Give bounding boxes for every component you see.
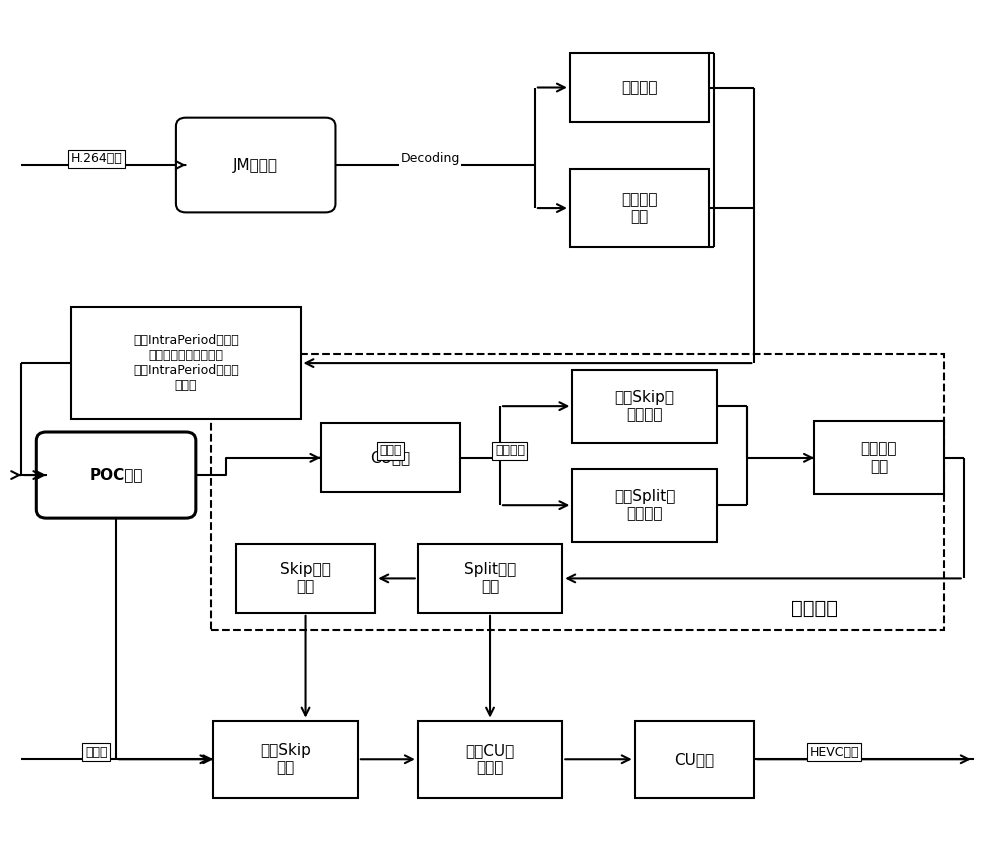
FancyBboxPatch shape <box>36 432 196 518</box>
Bar <box>236 544 375 613</box>
Bar <box>320 423 460 492</box>
Text: HEVC码流: HEVC码流 <box>809 746 859 759</box>
Bar <box>635 721 754 798</box>
Text: CU编码: CU编码 <box>674 752 715 766</box>
Text: 构建Skip训
练样本集: 构建Skip训 练样本集 <box>615 390 675 422</box>
Text: Skip阈值
计算: Skip阈值 计算 <box>280 562 331 594</box>
Text: 码流信息: 码流信息 <box>621 80 658 95</box>
Text: 设置IntraPeriod作为编
码时阈值有效区间，对
不同IntraPeriod循环后
续流程: 设置IntraPeriod作为编 码时阈值有效区间，对 不同IntraPerio… <box>133 334 239 392</box>
Text: POC检测: POC检测 <box>89 467 143 483</box>
Bar <box>570 53 709 122</box>
Bar <box>418 544 562 613</box>
Bar <box>570 169 709 247</box>
Bar <box>814 422 944 494</box>
Text: 快速CU划
分检测: 快速CU划 分检测 <box>465 743 515 776</box>
Text: Split阈值
计算: Split阈值 计算 <box>464 562 516 594</box>
Bar <box>572 468 717 542</box>
Bar <box>71 307 301 419</box>
Text: Decoding: Decoding <box>401 152 460 166</box>
Text: 构建Split训
练样本集: 构建Split训 练样本集 <box>614 489 675 521</box>
Bar <box>211 354 944 630</box>
Text: 权值向量
计算: 权值向量 计算 <box>861 442 897 474</box>
Text: 提前Skip
检测: 提前Skip 检测 <box>260 743 311 776</box>
FancyBboxPatch shape <box>176 118 335 213</box>
Text: 在线学习: 在线学习 <box>791 599 838 618</box>
Bar <box>418 721 562 798</box>
Text: 测试帧: 测试帧 <box>85 746 107 759</box>
Bar <box>213 721 358 798</box>
Text: JM解码器: JM解码器 <box>233 157 278 173</box>
Text: 最优划分: 最优划分 <box>495 444 525 457</box>
Text: H.264码流: H.264码流 <box>70 152 122 166</box>
Bar <box>572 370 717 442</box>
Text: 解码图像
序列: 解码图像 序列 <box>621 192 658 225</box>
Text: 训练帧: 训练帧 <box>379 444 402 457</box>
Text: CU划分: CU划分 <box>370 450 410 466</box>
